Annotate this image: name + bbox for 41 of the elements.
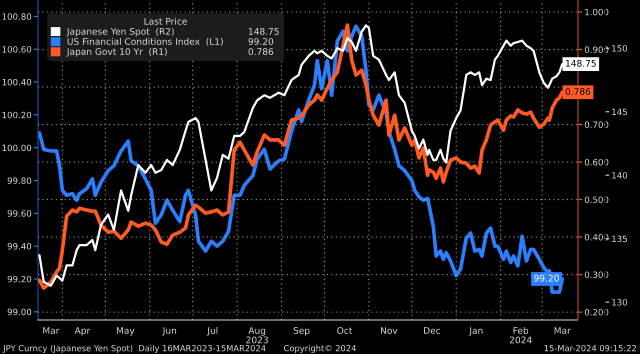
y-tick-label: 99.40 <box>8 243 32 250</box>
x-tick-label: Sep <box>294 327 310 336</box>
text: Copyright© 2024 <box>284 344 356 353</box>
y3-tick-label: 135 <box>612 236 627 242</box>
x-tick-label: Feb 2024 <box>510 326 532 344</box>
x-tick-label: Jan <box>468 327 482 336</box>
text: 99.20 <box>248 38 274 45</box>
y-tick-label: 99.00 <box>8 308 32 316</box>
x-tick-label: Nov <box>381 327 398 334</box>
legend-label: Japanese Yen Spot (R2) <box>66 28 174 37</box>
y-tick-label: 100.60 <box>2 46 32 53</box>
y3-tick-label: 145 <box>612 108 627 116</box>
x-tick-label: Aug 2023 <box>246 327 268 344</box>
text: 15-Mar-2024 09:15:22 <box>544 345 636 352</box>
data-label: 0.786 <box>566 88 590 95</box>
legend-label: Japan Govt 10 Yr (R1) <box>66 48 167 57</box>
y-tick-label: 100.40 <box>2 78 32 86</box>
y3-tick-label: 150 <box>612 45 628 52</box>
x-tick-label: Dec <box>424 327 440 334</box>
x-tick-label: May <box>116 327 134 336</box>
y3-tick-label: 140 <box>612 172 628 179</box>
x-tick-label: Mar <box>43 327 60 334</box>
text: 148.75 <box>248 28 279 35</box>
y-tick-label: 100.00 <box>2 144 32 152</box>
legend-title: Last Price <box>144 18 187 25</box>
x-tick-label: Jun <box>162 327 176 336</box>
x-tick-label: Mar <box>554 327 571 334</box>
data-label: 148.75 <box>566 60 596 67</box>
x-tick-label: Jul <box>206 326 218 336</box>
y-tick-label: 99.20 <box>8 276 32 282</box>
x-tick-label: Apr <box>74 327 90 336</box>
y-tick-label: 100.80 <box>2 13 32 20</box>
text: JPY Curncy (Japanese Yen Spot) Daily 16MAR2023-15MAR2024 <box>2 344 266 353</box>
y-tick-label: 99.60 <box>8 210 32 217</box>
data-label: 99.20 <box>534 274 559 282</box>
y3-tick-label: 130 <box>612 299 628 306</box>
y-tick-label: 100.20 <box>2 112 32 118</box>
legend-label: US Financial Conditions Index (L1) <box>68 38 223 46</box>
y-tick-label: 99.80 <box>8 177 32 184</box>
x-tick-label: Oct <box>337 327 352 334</box>
text: 0.786 <box>248 48 274 55</box>
